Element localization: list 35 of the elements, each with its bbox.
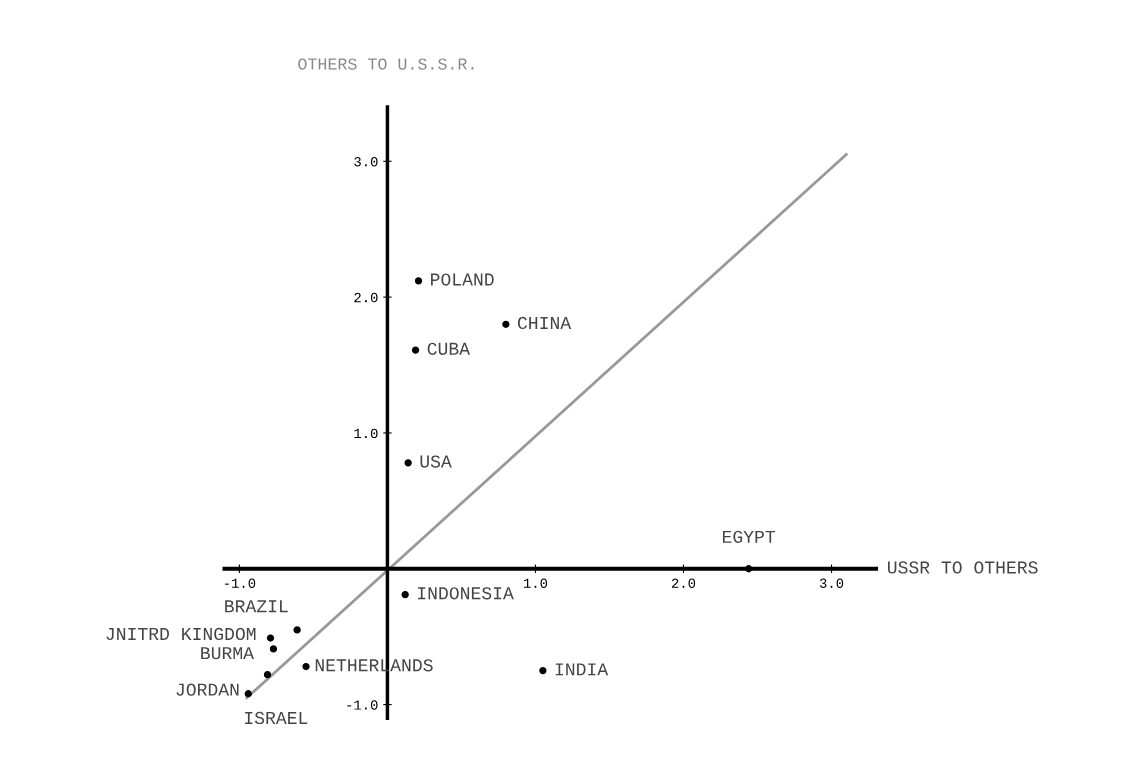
point [263,671,272,679]
y-axis-title: OTHERS TO U.S.S.R. [298,58,474,70]
point [302,662,310,671]
point [414,277,423,285]
point [539,666,547,675]
y-tick-label: 3.0 [354,157,378,167]
point [744,565,753,573]
point [266,634,275,642]
x-tick-label: 3.0 [819,578,844,588]
annotation: BRAZIL [225,600,288,613]
annotation: USA [420,455,452,468]
y-tick-label: 1.0 [354,428,378,439]
x-tick-label: -1.0 [225,578,256,588]
annotation: POLAND [431,273,494,286]
annotation: ISRAEL [245,711,308,725]
y-tick-label: -1.0 [347,700,378,710]
annotation: INDONESIA [418,587,514,600]
point [269,645,278,653]
annotation: CUBA [427,342,471,355]
annotation: JNITRD KINGDOM [106,627,256,641]
point [244,690,252,698]
point [404,459,412,467]
annotation: CHINA [517,316,572,330]
point [502,320,510,328]
point [401,590,409,599]
x-axis-title: USSR TO OTHERS [888,561,1038,574]
annotation: JORDAN [176,683,239,696]
x-tick-label: 2.0 [671,578,696,588]
x-tick-label: 1.0 [523,578,548,588]
annotation: BURMA [201,647,254,660]
point [411,346,420,354]
y-tick-label: 2.0 [354,292,378,303]
point [293,626,301,634]
annotation: EGYPT [722,530,776,543]
annotation: INDIA [555,663,609,676]
